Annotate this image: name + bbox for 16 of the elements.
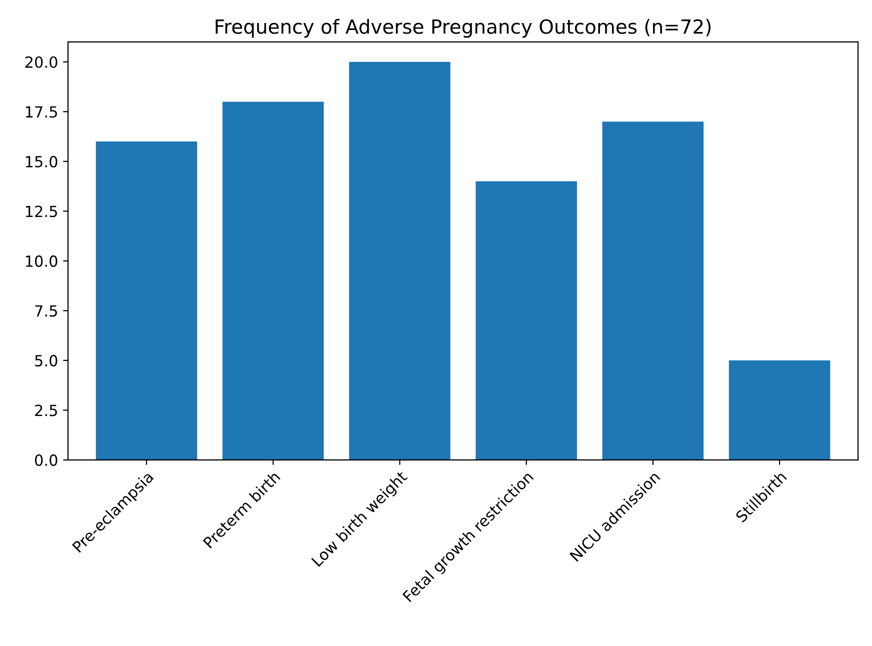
- bar: [602, 122, 704, 460]
- bar: [728, 360, 830, 460]
- bar: [476, 181, 577, 460]
- bar: [96, 142, 198, 460]
- y-tick-label: 12.5: [26, 206, 57, 218]
- chart-title: Frequency of Adverse Pregnancy Outcomes (n=72): [216, 18, 711, 38]
- y-tick-label: 2.5: [35, 404, 57, 416]
- y-tick-label: 17.5: [26, 106, 57, 118]
- y-tick-label: 10.0: [26, 255, 58, 267]
- y-tick-label: 0.0: [35, 454, 58, 466]
- bar: [222, 102, 324, 460]
- y-tick-label: 20.0: [25, 56, 58, 68]
- y-tick-label: 5.0: [35, 354, 58, 366]
- y-tick-label: 15.0: [26, 156, 58, 168]
- y-tick-label: 7.5: [35, 305, 57, 317]
- bar: [349, 62, 450, 460]
